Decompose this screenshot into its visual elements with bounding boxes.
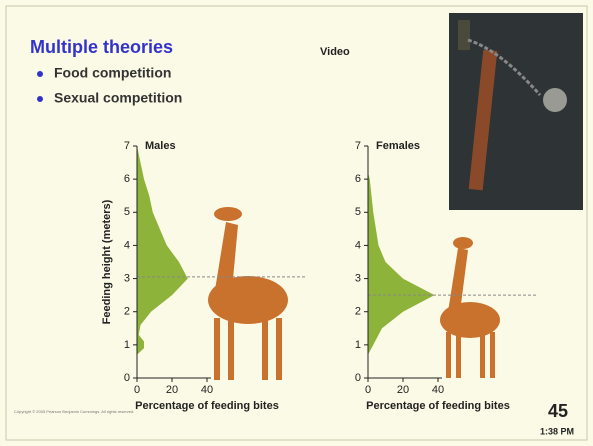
- bullet-dot: [37, 71, 43, 77]
- y-tick-label: 0: [124, 372, 130, 384]
- page: Multiple theories Food competition Sexua…: [0, 0, 593, 446]
- photo: [449, 13, 583, 210]
- y-tick-label: 6: [355, 173, 361, 185]
- x-tick-label: 20: [166, 384, 178, 396]
- x-axis-label: Percentage of feeding bites: [135, 400, 279, 412]
- x-tick-label: 0: [365, 384, 371, 396]
- y-tick-label: 1: [355, 339, 361, 351]
- y-tick-label: 4: [355, 239, 361, 251]
- x-tick-label: 40: [432, 384, 444, 396]
- chart-title: Females: [376, 140, 420, 152]
- slide: Multiple theories Food competition Sexua…: [0, 0, 593, 446]
- y-tick-label: 7: [355, 140, 361, 152]
- chart-title: Males: [145, 140, 176, 152]
- time: 1:38 PM: [540, 426, 574, 436]
- y-tick-label: 7: [124, 140, 130, 152]
- y-tick-label: 3: [124, 272, 130, 284]
- slide-title: Multiple theories: [30, 37, 173, 57]
- y-tick-label: 6: [124, 173, 130, 185]
- copyright: Copyright © 2005 Pearson Benjamin Cummin…: [14, 409, 134, 414]
- y-tick-label: 3: [355, 272, 361, 284]
- x-axis-label: Percentage of feeding bites: [366, 400, 510, 412]
- y-tick-label: 1: [124, 339, 130, 351]
- y-tick-label: 2: [355, 306, 361, 318]
- bullet: Sexual competition: [54, 90, 182, 106]
- page-number: 45: [548, 401, 568, 421]
- y-tick-label: 0: [355, 372, 361, 384]
- bullet: Food competition: [54, 65, 171, 81]
- x-tick-label: 20: [397, 384, 409, 396]
- bullet-dot: [37, 96, 43, 102]
- y-axis-label: Feeding height (meters): [101, 199, 113, 324]
- y-tick-label: 5: [124, 206, 130, 218]
- y-tick-label: 5: [355, 206, 361, 218]
- y-tick-label: 2: [124, 306, 130, 318]
- y-tick-label: 4: [124, 239, 130, 251]
- x-tick-label: 40: [201, 384, 213, 396]
- x-tick-label: 0: [134, 384, 140, 396]
- video-link[interactable]: Video: [320, 46, 350, 58]
